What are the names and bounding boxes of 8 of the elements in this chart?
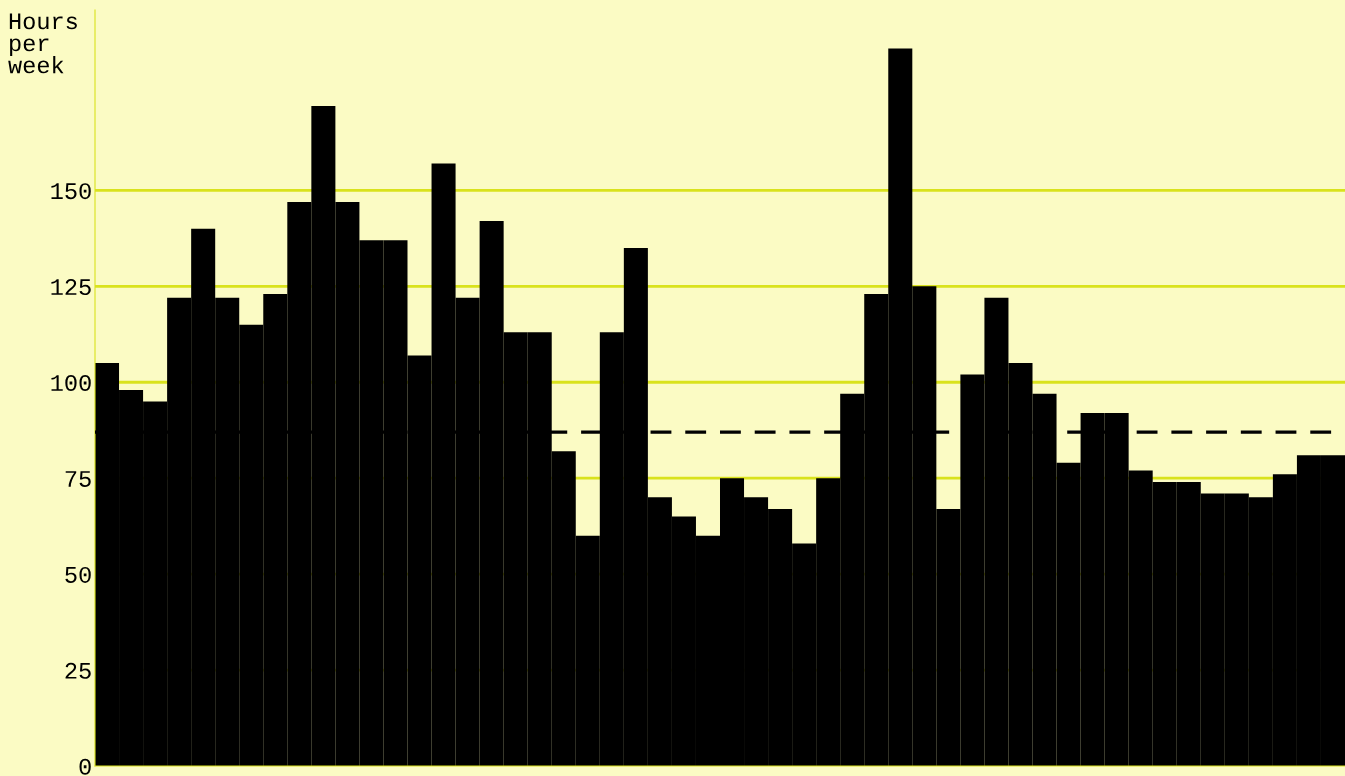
y-tick-label: 25	[65, 662, 91, 679]
y-tick-label: 125	[51, 279, 91, 296]
y-tick-label: 150	[51, 183, 91, 200]
y-axis-title: Hours per week	[8, 13, 77, 74]
y-tick-label: 100	[51, 375, 91, 392]
y-tick-label: 0	[79, 758, 91, 775]
y-tick-label: 50	[65, 566, 91, 583]
y-tick-label: 75	[65, 471, 91, 487]
